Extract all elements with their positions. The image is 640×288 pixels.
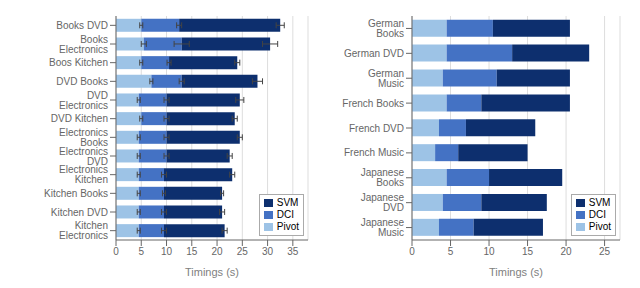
svg-text:10: 10 bbox=[483, 246, 495, 257]
html-text:DCI: DCI bbox=[588, 209, 606, 220]
svg-text:Timings (s): Timings (s) bbox=[185, 266, 239, 278]
svg-text:French DVD: French DVD bbox=[349, 123, 404, 134]
html-text:DCI: DCI bbox=[276, 209, 294, 220]
svg-text:Kitchen Books: Kitchen Books bbox=[44, 188, 108, 199]
svg-text:25: 25 bbox=[237, 246, 249, 257]
svg-text:ElectronicsKitchen: ElectronicsKitchen bbox=[59, 164, 108, 185]
svg-text:35: 35 bbox=[287, 246, 299, 257]
svg-text:15: 15 bbox=[522, 246, 534, 257]
svg-text:20: 20 bbox=[211, 246, 223, 257]
svg-text:French Books: French Books bbox=[342, 98, 404, 109]
html-text:Electronics: Electronics bbox=[59, 145, 108, 157]
svg-text:15: 15 bbox=[186, 246, 198, 257]
svg-text:DVD Books: DVD Books bbox=[56, 76, 108, 87]
svg-text:0: 0 bbox=[409, 246, 415, 257]
svg-text:25: 25 bbox=[599, 246, 611, 257]
svg-text:DVDElectronics: DVDElectronics bbox=[59, 90, 108, 111]
html-text:DVD: DVD bbox=[86, 155, 108, 167]
svg-text:30: 30 bbox=[262, 246, 274, 257]
svg-text:German DVD: German DVD bbox=[344, 48, 404, 59]
svg-text:Boos Kitchen: Boos Kitchen bbox=[49, 57, 108, 68]
svg-text:10: 10 bbox=[161, 246, 173, 257]
svg-text:BooksElectronics: BooksElectronics bbox=[59, 34, 108, 55]
html-text:Books: Books bbox=[80, 136, 108, 148]
svg-text:5: 5 bbox=[138, 246, 144, 257]
svg-text:20: 20 bbox=[561, 246, 573, 257]
svg-text:Books DVD: Books DVD bbox=[56, 20, 108, 31]
svg-text:Timings (s): Timings (s) bbox=[489, 266, 543, 278]
svg-text:KitchenElectronics: KitchenElectronics bbox=[59, 220, 108, 241]
svg-text:JapaneseDVD: JapaneseDVD bbox=[361, 192, 405, 213]
svg-text:GermanMusic: GermanMusic bbox=[368, 68, 404, 89]
html-text:Pivot: Pivot bbox=[588, 221, 611, 232]
svg-text:Kitchen DVD: Kitchen DVD bbox=[51, 207, 108, 218]
svg-text:GermanBooks: GermanBooks bbox=[368, 18, 404, 39]
svg-text:0: 0 bbox=[113, 246, 119, 257]
svg-text:5: 5 bbox=[448, 246, 454, 257]
html-text:Electronics: Electronics bbox=[59, 126, 108, 138]
html-text:SVM: SVM bbox=[276, 197, 299, 208]
svg-text:JapaneseMusic: JapaneseMusic bbox=[361, 217, 405, 238]
html-text:SVM: SVM bbox=[588, 197, 611, 208]
svg-text:JapaneseBooks: JapaneseBooks bbox=[361, 167, 405, 188]
svg-text:French Music: French Music bbox=[344, 147, 404, 158]
html-text:Pivot: Pivot bbox=[276, 221, 299, 232]
svg-text:DVD Kitchen: DVD Kitchen bbox=[51, 113, 108, 124]
